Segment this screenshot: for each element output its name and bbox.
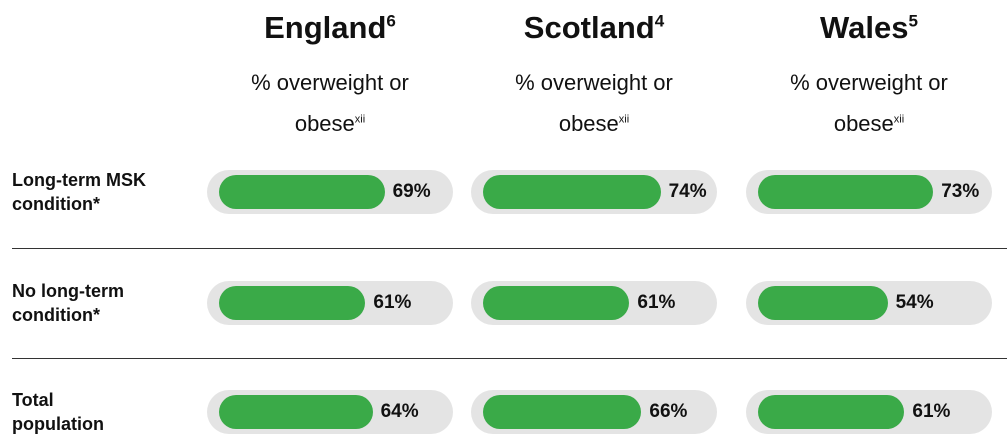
row-separator xyxy=(12,247,1007,249)
column-title: Wales5 xyxy=(739,10,999,46)
row-label: No long-term condition* xyxy=(12,281,124,325)
bar xyxy=(219,395,373,429)
row-separator xyxy=(12,357,1007,359)
column-note: 4 xyxy=(654,11,665,31)
row-label: Long-term MSK condition* xyxy=(12,170,146,214)
column-name: Wales xyxy=(820,10,909,45)
bar-track: 64% xyxy=(207,390,453,434)
column-subtitle: % overweight or obesexii xyxy=(245,62,415,144)
bar xyxy=(219,175,385,209)
column-note: 6 xyxy=(386,11,396,31)
bar-track: 61% xyxy=(207,281,453,325)
column-name: Scotland xyxy=(523,10,655,45)
subtitle-note: xii xyxy=(893,113,905,126)
bar xyxy=(483,395,642,429)
row-label: Total population xyxy=(12,390,104,434)
bar xyxy=(483,175,661,209)
subtitle-note: xii xyxy=(354,113,366,126)
value-label: 61% xyxy=(373,292,412,313)
bar xyxy=(483,286,630,320)
bar xyxy=(758,175,934,209)
bar-track: 66% xyxy=(471,390,717,434)
value-label: 61% xyxy=(637,292,676,313)
value-label: 69% xyxy=(392,181,431,202)
subtitle-note: xii xyxy=(618,113,630,126)
column-subtitle: % overweight or obesexii xyxy=(509,62,679,144)
subtitle-text: % overweight or obese xyxy=(515,70,673,136)
bar-track: 69% xyxy=(207,170,453,214)
subtitle-text: % overweight or obese xyxy=(790,70,948,136)
bar-track: 73% xyxy=(746,170,992,214)
value-label: 66% xyxy=(649,401,688,422)
value-label: 74% xyxy=(668,181,707,202)
column-subtitle: % overweight or obesexii xyxy=(784,62,954,144)
value-label: 73% xyxy=(941,181,980,202)
subtitle-text: % overweight or obese xyxy=(251,70,409,136)
column-title: England6 xyxy=(200,10,460,46)
bar xyxy=(219,286,366,320)
column-name: England xyxy=(264,10,387,45)
bar-track: 54% xyxy=(746,281,992,325)
value-label: 61% xyxy=(912,401,951,422)
value-label: 54% xyxy=(895,292,934,313)
bar-track: 61% xyxy=(471,281,717,325)
column-note: 5 xyxy=(908,11,918,31)
bar xyxy=(758,286,888,320)
bar xyxy=(758,395,905,429)
value-label: 64% xyxy=(380,401,419,422)
bar-track: 74% xyxy=(471,170,717,214)
bar-track: 61% xyxy=(746,390,992,434)
column-title: Scotland4 xyxy=(464,10,724,46)
